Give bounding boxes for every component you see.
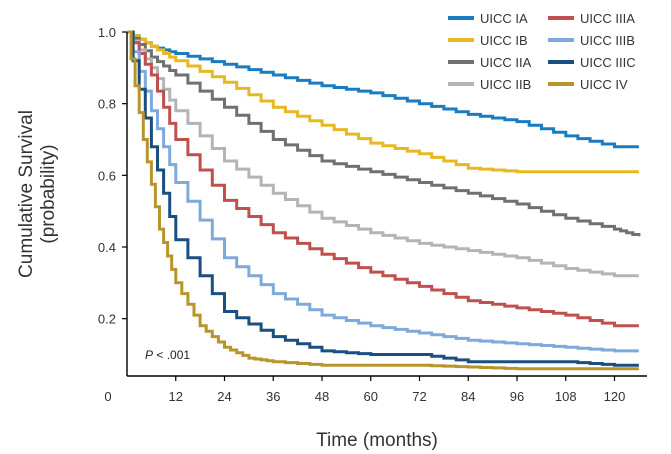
- legend: UICC IA UICC IB UICC IIA UICC IIB UICC IIIA U…: [448, 11, 636, 92]
- series-line-uicc-ib: [127, 30, 639, 174]
- y-tick-label: 0.4: [98, 240, 116, 255]
- x-tick-label: 12: [169, 389, 183, 404]
- y-tick-label: 0.2: [98, 312, 116, 327]
- x-tick-label: 72: [412, 389, 426, 404]
- legend-label-uicc-iiib: UICC IIIB: [580, 33, 635, 48]
- p-value-rest: < .001: [153, 348, 190, 362]
- legend-label-uicc-iiia: UICC IIIA: [580, 11, 635, 26]
- x-tick-label: 120: [604, 389, 626, 404]
- series-line-uicc-ia: [127, 30, 639, 149]
- series-line-uicc-iv: [127, 30, 639, 371]
- legend-label-uicc-ib: UICC IB: [480, 33, 528, 48]
- x-tick-label: 108: [555, 389, 577, 404]
- x-tick-label: 96: [510, 389, 524, 404]
- x-tick-label: 60: [364, 389, 378, 404]
- series-line-uicc-iib: [127, 30, 639, 278]
- legend-label-uicc-iv: UICC IV: [580, 77, 628, 92]
- x-axis-title: Time (months): [316, 430, 438, 451]
- series-line-uicc-iiia: [127, 30, 639, 328]
- legend-label-uicc-iiic: UICC IIIC: [580, 55, 636, 70]
- y-axis-title-line2: (probability): [38, 144, 59, 243]
- legend-label-uicc-ia: UICC IA: [480, 11, 528, 26]
- y-tick-label: 0.8: [98, 97, 116, 112]
- x-tick-label: 48: [315, 389, 329, 404]
- series-line-uicc-iiib: [127, 30, 639, 353]
- axis-ticks: 0.2 0.4 0.6 0.8 1.0 12 24 36 48 60 72 84 96 108 120 0: [98, 25, 625, 404]
- legend-label-uicc-iib: UICC IIB: [480, 77, 531, 92]
- x-tick-label: 84: [461, 389, 475, 404]
- x-origin-label: 0: [104, 389, 111, 404]
- y-tick-label: 1.0: [98, 25, 116, 40]
- x-tick-label: 24: [217, 389, 231, 404]
- x-tick-label: 36: [266, 389, 280, 404]
- series-line-uicc-iia: [127, 30, 641, 237]
- y-axis-title-line1: Cumulative Survival: [16, 110, 37, 278]
- legend-label-uicc-iia: UICC IIA: [480, 55, 532, 70]
- y-tick-label: 0.6: [98, 168, 116, 183]
- series-line-uicc-iiic: [127, 30, 639, 367]
- p-value-annotation: P < .001: [145, 348, 190, 362]
- series-lines: [127, 30, 641, 371]
- p-value-letter: P: [145, 348, 153, 362]
